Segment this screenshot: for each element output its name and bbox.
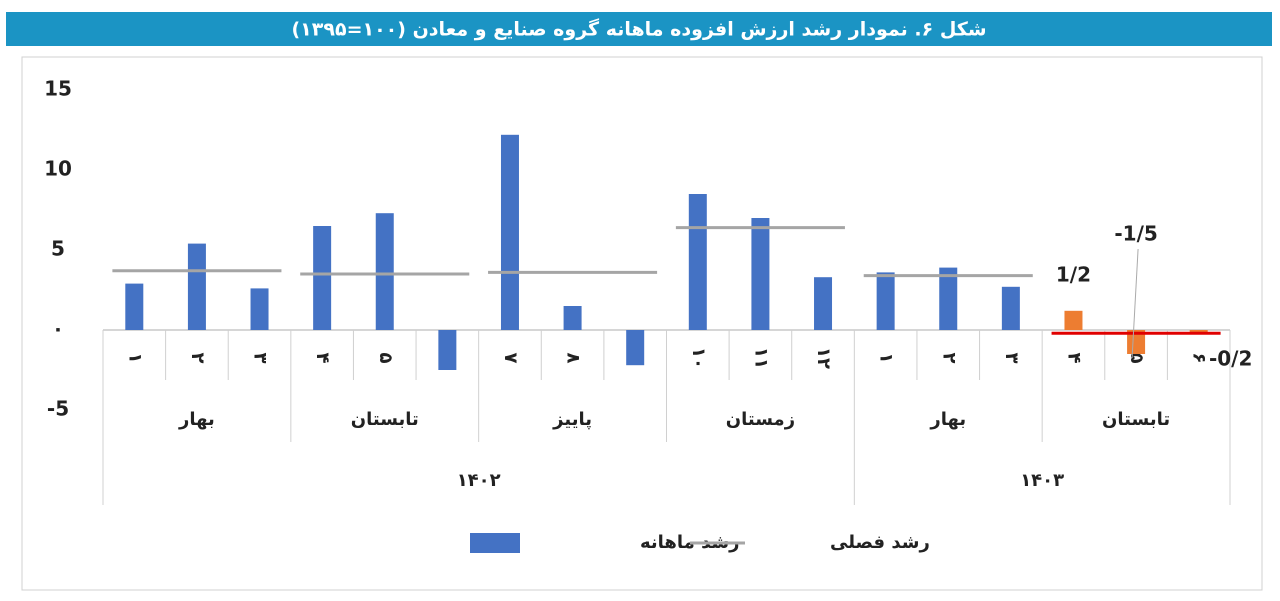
chart-frame [21,56,1263,591]
bar [375,213,394,330]
bar [814,277,833,330]
bar [313,226,332,330]
year-label: ۱۴۰۳ [1020,470,1064,491]
leader-line [1131,248,1139,359]
x-tick-label: ۸ [563,353,584,364]
x-tick-label: ۱۰ [688,347,709,369]
x-tick-label: ۴ [312,353,333,364]
bar [626,330,645,366]
season-label: تابستان [351,409,419,430]
bar [688,194,707,330]
legend-swatch [470,533,520,553]
bar [500,134,519,330]
bar [563,306,582,330]
y-tick-label: 15 [44,77,72,101]
x-tick-label: ۳ [1001,353,1022,364]
season-label: بهار [178,409,215,430]
season-label: بهار [929,409,966,430]
legend-label: رشد فصلی [830,532,930,553]
legend-label: رشد ماهانه [640,532,740,553]
chart-title: شکل ۶. نمودار رشد ارزش افزوده ماهانه گرو… [291,18,986,41]
x-tick-label: ۲ [938,353,959,364]
data-label: 1/2 [1056,262,1091,286]
x-tick-label: ۴ [1063,353,1084,364]
x-tick-label: ۱ [124,353,145,364]
data-label: -0/2 [1209,347,1252,371]
season-label: زمستان [726,409,795,430]
season-label: پاییز [552,409,592,430]
bar [751,218,770,330]
y-tick-label: 5 [51,237,65,261]
season-label: تابستان [1102,409,1170,430]
bar [1189,330,1208,334]
x-tick-label: ۷ [500,353,521,364]
x-tick-label: ۱۲ [813,347,834,369]
data-label: -1/5 [1114,222,1157,246]
bar [438,330,457,370]
bar [939,267,958,330]
bar [187,243,206,330]
bar [1064,310,1083,330]
x-tick-label: ۱۱ [750,347,771,369]
bar [125,283,144,330]
bar [1001,286,1020,330]
bar [1127,330,1146,354]
y-tick-label: ٠ [52,317,64,341]
x-tick-label: ۱ [876,353,897,364]
bar [250,288,269,330]
year-label: ۱۴۰۲ [457,470,501,491]
x-tick-label: ۶ [1189,353,1210,364]
x-tick-label: ۲ [187,353,208,364]
y-tick-label: 10 [44,157,72,181]
title-bar [6,12,1272,46]
x-tick-label: ۳ [250,353,271,364]
x-tick-label: ۵ [1126,353,1147,364]
x-tick-label: ۵ [375,353,396,364]
bar [876,272,895,330]
y-tick-label: -5 [47,397,69,421]
